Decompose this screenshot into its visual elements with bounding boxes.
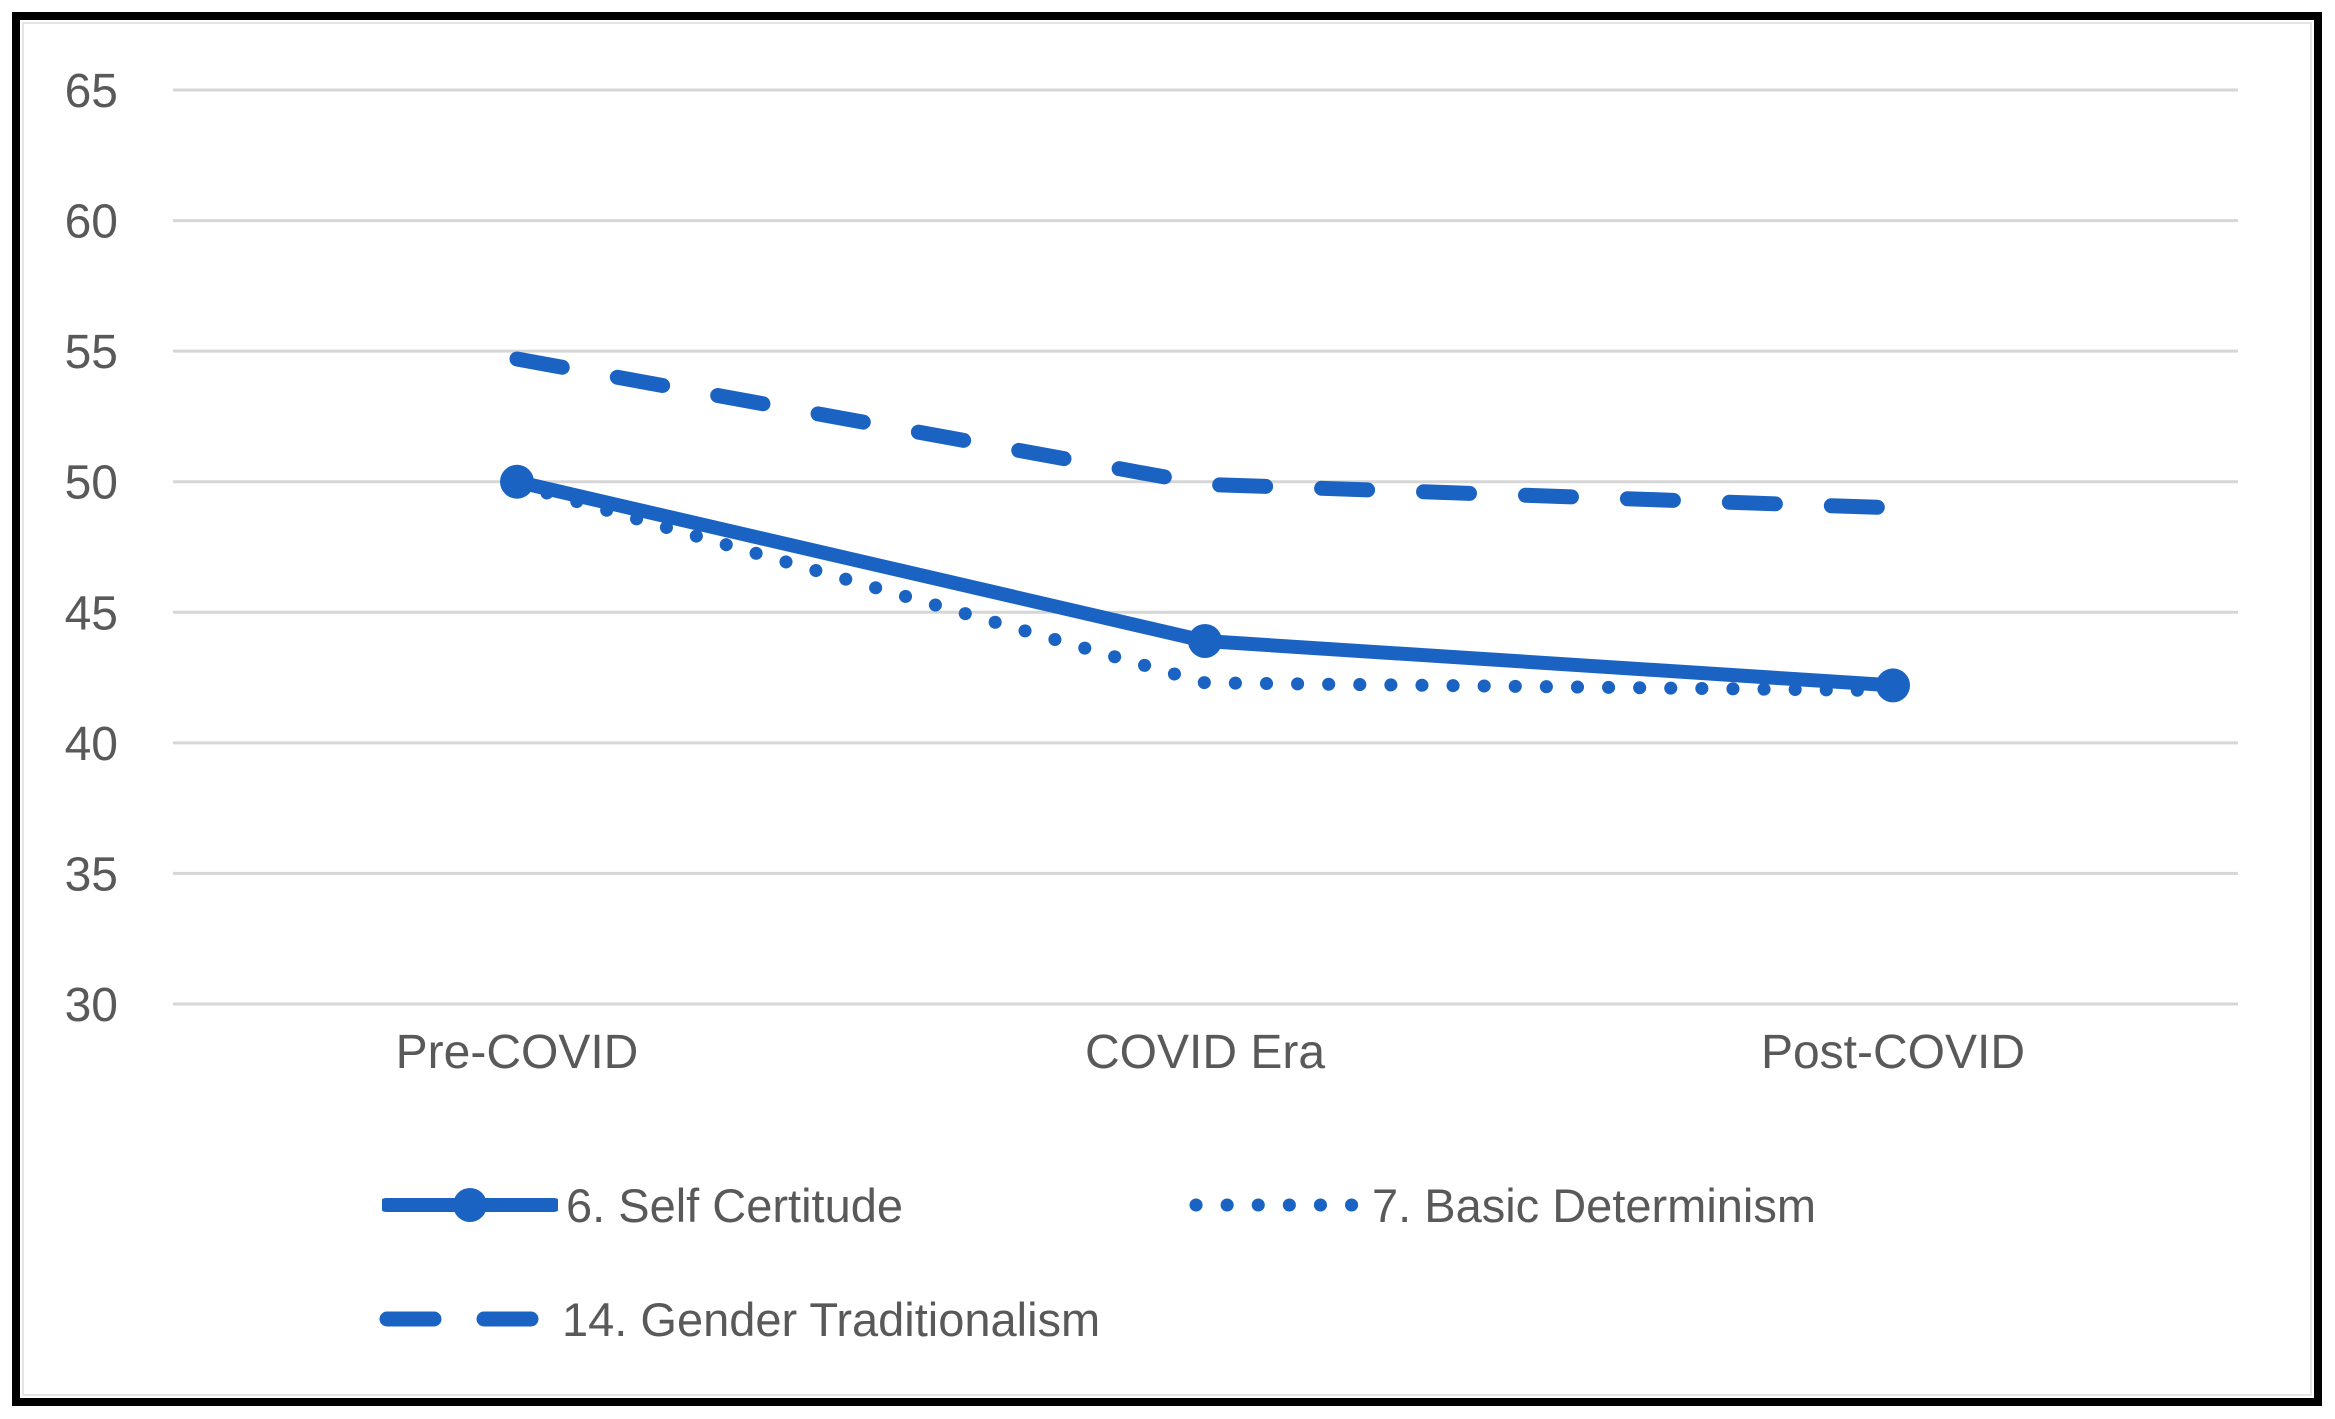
chart-inner-border [22, 22, 2312, 1396]
series-data-marker [1876, 668, 1910, 703]
legend-label-self-certitude: 6. Self Certitude [566, 1178, 904, 1232]
series-line-dashed [509, 351, 1901, 516]
legend-item-gender-traditionalism: 14. Gender Traditionalism [378, 1291, 1100, 1347]
y-tick-label: 60 [65, 196, 118, 249]
legend-swatch-dashed-line-icon [379, 1311, 554, 1327]
y-tick-label: 45 [65, 587, 118, 640]
y-tick-label: 55 [65, 326, 118, 379]
x-category-label: Pre-COVID [396, 1026, 639, 1079]
y-tick-label: 65 [65, 65, 118, 118]
y-tick-label: 50 [65, 457, 118, 510]
chart-border-frame [12, 12, 2322, 1406]
x-category-label: Post-COVID [1761, 1026, 2025, 1079]
y-tick-label: 35 [65, 848, 118, 901]
legend-item-self-certitude: 6. Self Certitude [382, 1177, 903, 1233]
legend-swatch-solid-line-icon [382, 1188, 558, 1222]
legend-item-basic-determinism: 7. Basic Determinism [1188, 1177, 1816, 1233]
y-tick-label: 30 [65, 979, 118, 1032]
x-category-label: COVID Era [1085, 1026, 1325, 1079]
legend-label-gender-traditionalism: 14. Gender Traditionalism [562, 1292, 1101, 1346]
legend-swatch-dotted-line-icon [1189, 1198, 1364, 1212]
series-data-marker [500, 464, 534, 499]
series-data-marker [1188, 624, 1222, 659]
legend-label-basic-determinism: 7. Basic Determinism [1372, 1178, 1816, 1232]
series-line-dotted [510, 477, 1900, 698]
y-tick-label: 40 [65, 718, 118, 771]
